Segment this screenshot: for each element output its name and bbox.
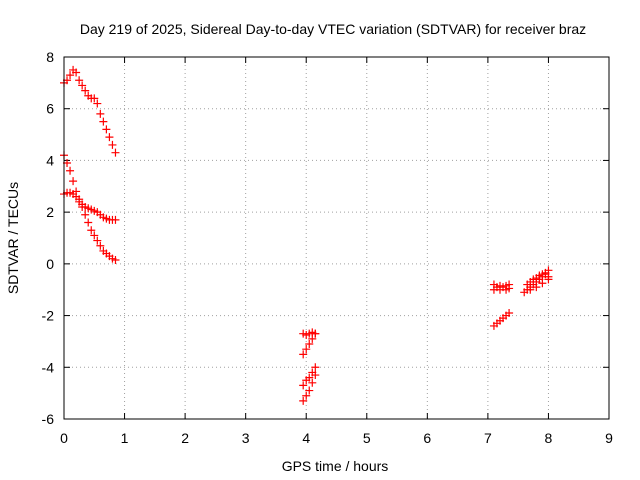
data-point	[69, 177, 78, 186]
y-tick-label: 4	[46, 152, 54, 168]
data-point	[299, 381, 308, 390]
y-tick-label: 8	[46, 49, 54, 65]
x-tick-label: 0	[60, 430, 68, 446]
x-tick-label: 7	[484, 430, 492, 446]
data-point	[532, 283, 541, 292]
y-tick-label: 2	[46, 204, 54, 220]
x-tick-label: 8	[545, 430, 553, 446]
data-point	[299, 396, 308, 405]
data-point	[308, 334, 317, 343]
data-point	[102, 125, 111, 134]
data-point	[111, 255, 120, 264]
data-point	[299, 350, 308, 359]
y-tick-labels: -6 -4 -2 0 2 4 6 8	[42, 49, 55, 427]
data-point	[72, 192, 81, 201]
x-tick-label: 3	[242, 430, 250, 446]
data-point	[305, 386, 314, 395]
data-point	[308, 378, 317, 387]
x-tick-labels: 0 1 2 3 4 5 6 7 8 9	[60, 430, 613, 446]
series-arc-7	[520, 266, 553, 297]
data-point	[66, 71, 75, 80]
data-point	[544, 275, 553, 284]
y-axis-title: SDTVAR / TECUs	[5, 182, 21, 294]
data-point	[90, 94, 99, 103]
data-points	[60, 65, 553, 405]
y-tick-label: 0	[46, 256, 54, 272]
data-point	[526, 285, 535, 294]
series-arc-3	[60, 188, 120, 224]
data-point	[302, 345, 311, 354]
data-point	[75, 76, 84, 85]
y-tick-label: -6	[42, 411, 55, 427]
data-point	[305, 340, 314, 349]
data-point	[111, 148, 120, 157]
x-tick-label: 4	[302, 430, 310, 446]
chart-title: Day 219 of 2025, Sidereal Day-to-day VTE…	[80, 21, 586, 37]
data-point	[87, 226, 96, 235]
data-point	[105, 133, 114, 142]
data-point	[108, 140, 117, 149]
grid-lines	[64, 57, 609, 419]
data-point	[96, 241, 105, 250]
x-tick-label: 6	[423, 430, 431, 446]
data-point	[311, 371, 320, 380]
data-point	[99, 117, 108, 126]
y-tick-label: 6	[46, 101, 54, 117]
data-point	[66, 166, 75, 175]
data-point	[305, 373, 314, 382]
series-arc-5	[299, 363, 320, 405]
data-point	[311, 329, 320, 338]
data-point	[81, 86, 90, 95]
data-point	[302, 391, 311, 400]
x-axis-title: GPS time / hours	[282, 458, 389, 474]
x-tick-label: 5	[363, 430, 371, 446]
data-point	[78, 81, 87, 90]
x-tick-label: 1	[121, 430, 129, 446]
data-point	[72, 68, 81, 77]
series-arc-6	[489, 280, 514, 330]
y-tick-label: -2	[42, 308, 55, 324]
data-point	[505, 284, 514, 293]
data-point	[90, 231, 99, 240]
data-point	[81, 210, 90, 219]
x-tick-label: 9	[605, 430, 613, 446]
x-tick-label: 2	[181, 430, 189, 446]
data-point	[538, 279, 547, 288]
data-point	[93, 99, 102, 108]
data-point	[505, 308, 514, 317]
series-arc-4	[299, 328, 320, 359]
y-tick-label: -4	[42, 359, 55, 375]
series-arc-2	[60, 151, 120, 264]
plot-area-frame	[63, 56, 610, 420]
series-arc-1	[60, 65, 120, 157]
data-point	[93, 236, 102, 245]
data-point	[84, 218, 93, 227]
data-point	[111, 215, 120, 224]
data-point	[96, 109, 105, 118]
data-point	[311, 363, 320, 372]
